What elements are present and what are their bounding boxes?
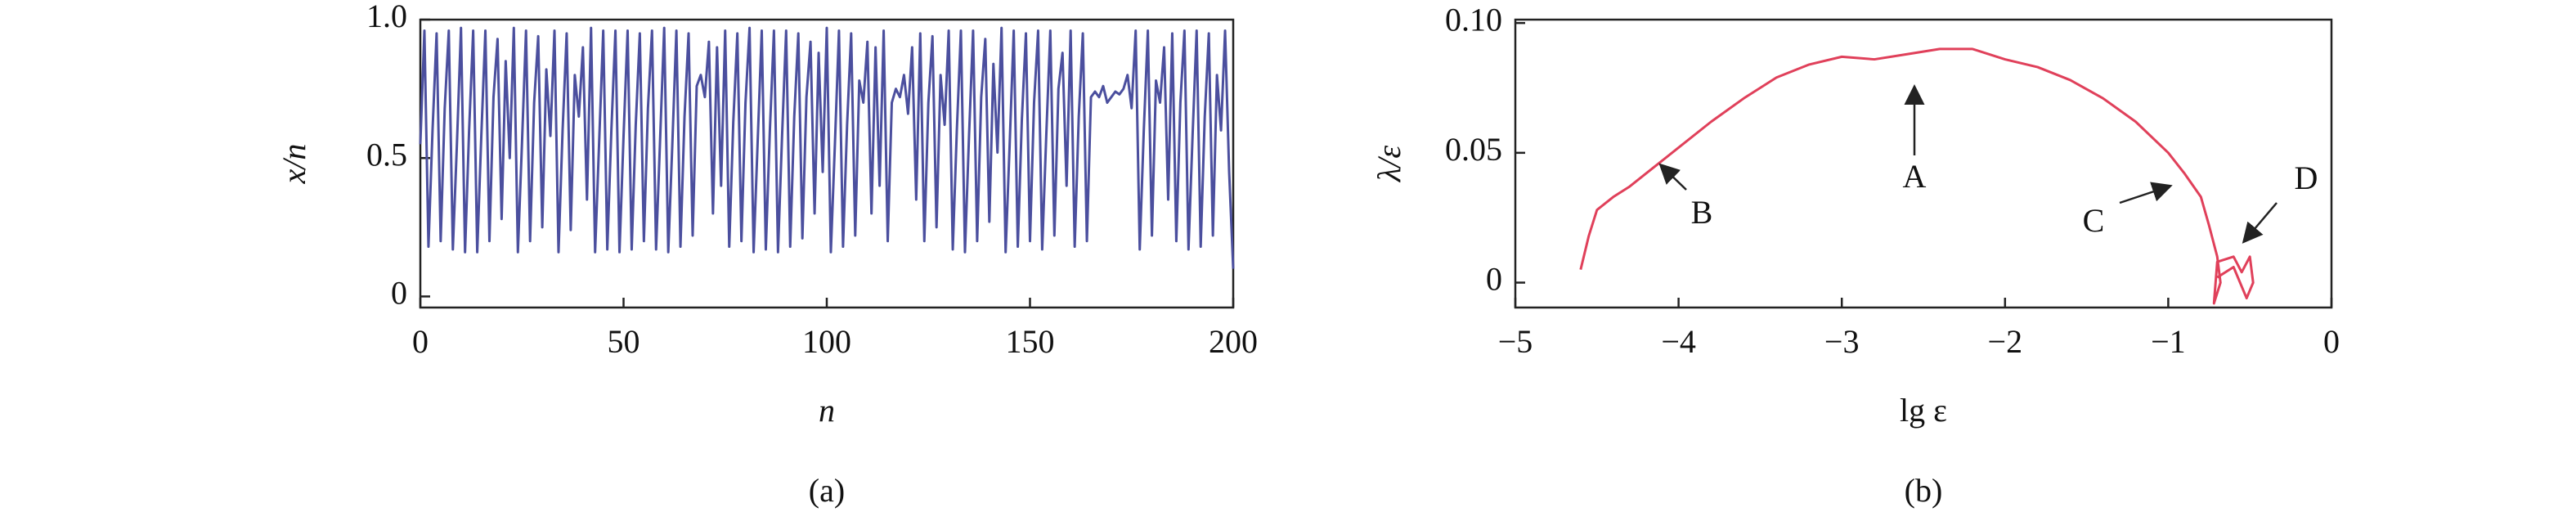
y-tick-label: 0	[1486, 261, 1502, 298]
x-axis-label: lg ε	[1900, 392, 1947, 429]
y-tick-label: 0.5	[366, 136, 407, 173]
x-tick-label: 50	[608, 323, 640, 360]
data-line	[1579, 47, 2255, 305]
caption: (b)	[1905, 472, 1943, 509]
annotation: B	[1691, 194, 1713, 231]
annotation-arrow	[1658, 163, 1687, 191]
annotation: A	[1903, 158, 1927, 195]
y-axis-label: x/n	[276, 144, 312, 185]
y-tick-label: 0	[391, 275, 407, 312]
x-tick-label: 100	[802, 323, 851, 360]
x-tick-label: −5	[1498, 323, 1533, 360]
x-tick-label: 0	[412, 323, 429, 360]
y-axis-label: λ/ε	[1371, 146, 1407, 182]
x-tick-label: −2	[1988, 323, 2023, 360]
x-axis-label: n	[819, 392, 835, 429]
annotation-arrow	[2242, 202, 2278, 244]
plot-frame	[1514, 18, 2333, 309]
x-tick-label: −3	[1824, 323, 1860, 360]
annotation: D	[2295, 159, 2318, 196]
y-tick-label: 0.05	[1445, 131, 1502, 168]
y-tick-label: 0.10	[1445, 1, 1502, 38]
x-tick-label: 0	[2323, 323, 2340, 360]
x-tick-label: 150	[1006, 323, 1055, 360]
annotation-arrow	[2119, 182, 2173, 204]
caption: (a)	[809, 472, 845, 509]
x-tick-label: 200	[1209, 323, 1258, 360]
x-tick-label: −1	[2151, 323, 2186, 360]
data-line	[419, 26, 1235, 269]
y-tick-label: 1.0	[366, 0, 407, 34]
annotation: C	[2083, 202, 2105, 239]
x-tick-label: −4	[1661, 323, 1696, 360]
